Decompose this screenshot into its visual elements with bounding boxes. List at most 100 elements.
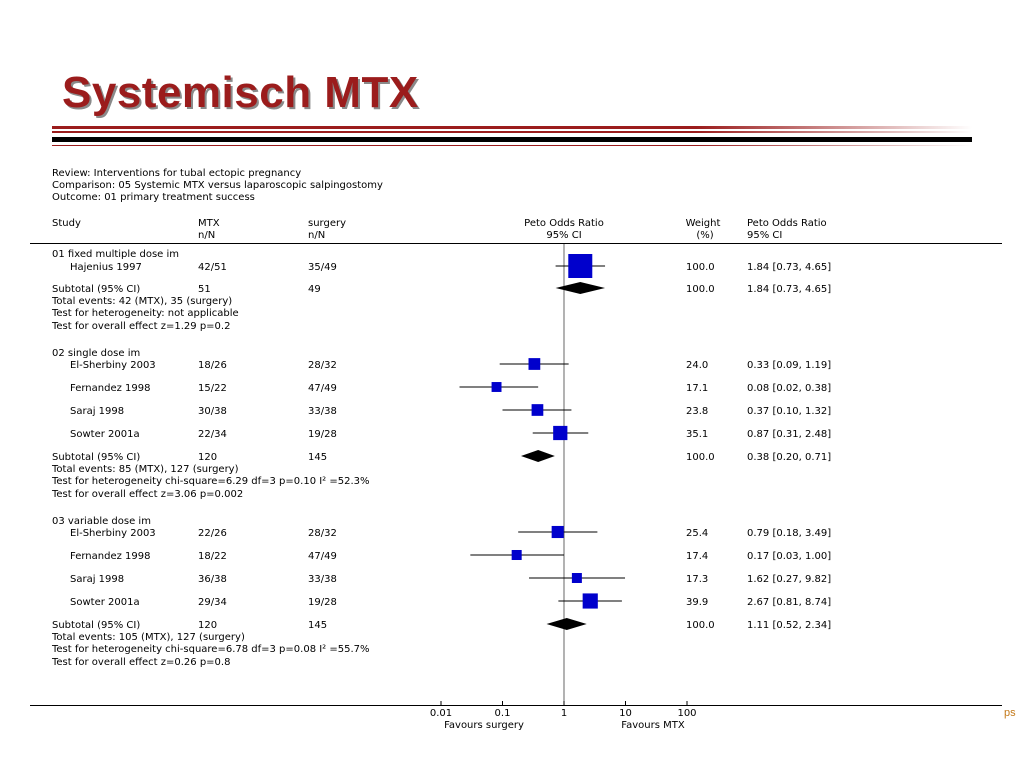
effect-square <box>571 573 582 583</box>
group-note: Test for overall effect z=0.26 p=0.8 <box>51 657 230 668</box>
group-note: Test for heterogeneity chi-square=6.29 d… <box>51 476 370 487</box>
study-ci: 0.37 [0.10, 1.32] <box>747 406 831 417</box>
study-surgery: 28/32 <box>308 360 337 371</box>
col-surgery: surgery <box>308 218 346 229</box>
axis-label-right: Favours MTX <box>621 720 685 731</box>
study-ci: 0.08 [0.02, 0.38] <box>747 383 831 394</box>
subtotal-ci: 1.11 [0.52, 2.34] <box>747 620 831 631</box>
axis-tick-label: 0.01 <box>430 708 452 719</box>
subtotal-diamond <box>521 450 555 462</box>
subtotal-diamond <box>546 618 587 630</box>
study-mtx: 30/38 <box>198 406 227 417</box>
header-comparison: Comparison: 05 Systemic MTX versus lapar… <box>52 180 383 191</box>
effect-square <box>551 525 564 539</box>
header-review: Review: Interventions for tubal ectopic … <box>52 168 301 179</box>
header-outcome: Outcome: 01 primary treatment success <box>52 192 255 203</box>
study-mtx: 29/34 <box>198 597 227 608</box>
subtotal-mtx: 120 <box>198 620 217 631</box>
study-mtx: 22/34 <box>198 429 227 440</box>
group-note: Total events: 105 (MTX), 127 (surgery) <box>51 632 245 643</box>
study-mtx: 18/26 <box>198 360 227 371</box>
group-title: 02 single dose im <box>52 348 140 359</box>
subtotal-label: Subtotal (95% CI) <box>52 452 140 463</box>
study-name: Fernandez 1998 <box>70 551 150 562</box>
subtotal-weight: 100.0 <box>686 284 715 295</box>
col-weight-pct: (%) <box>696 230 713 241</box>
study-weight: 35.1 <box>686 429 708 440</box>
study-weight: 100.0 <box>686 262 715 273</box>
subtotal-surgery: 145 <box>308 620 327 631</box>
study-weight: 17.3 <box>686 574 708 585</box>
study-name: Saraj 1998 <box>70 406 124 417</box>
study-weight: 17.4 <box>686 551 708 562</box>
subtotal-surgery: 49 <box>308 284 321 295</box>
study-mtx: 18/22 <box>198 551 227 562</box>
study-ci: 0.87 [0.31, 2.48] <box>747 429 831 440</box>
col-weight: Weight <box>686 218 721 229</box>
effect-square <box>531 404 544 416</box>
study-weight: 25.4 <box>686 528 708 539</box>
group-title: 03 variable dose im <box>52 516 151 527</box>
effect-square <box>568 254 593 278</box>
study-name: Saraj 1998 <box>70 574 124 585</box>
subtotal-ci: 1.84 [0.73, 4.65] <box>747 284 831 295</box>
study-ci: 0.17 [0.03, 1.00] <box>747 551 831 562</box>
effect-square <box>553 425 568 441</box>
study-mtx: 22/26 <box>198 528 227 539</box>
study-ci: 0.33 [0.09, 1.19] <box>747 360 831 371</box>
col-orci: Peto Odds Ratio <box>747 218 827 229</box>
study-weight: 39.9 <box>686 597 708 608</box>
subtotal-surgery: 145 <box>308 452 327 463</box>
study-surgery: 47/49 <box>308 551 337 562</box>
study-surgery: 19/28 <box>308 597 337 608</box>
effect-square <box>582 593 598 609</box>
study-mtx: 15/22 <box>198 383 227 394</box>
study-surgery: 33/38 <box>308 574 337 585</box>
study-ci: 1.62 [0.27, 9.82] <box>747 574 831 585</box>
study-mtx: 36/38 <box>198 574 227 585</box>
group-note: Test for heterogeneity: not applicable <box>51 308 239 319</box>
axis-tick-label: 10 <box>619 708 632 719</box>
col-orci-ci: 95% CI <box>747 230 782 241</box>
group-title: 01 fixed multiple dose im <box>52 249 179 260</box>
axis-tick-label: 100 <box>677 708 696 719</box>
axis-label-left: Favours surgery <box>444 720 524 731</box>
study-weight: 17.1 <box>686 383 708 394</box>
group-note: Test for overall effect z=3.06 p=0.002 <box>51 489 243 500</box>
study-name: El-Sherbiny 2003 <box>70 528 156 539</box>
study-surgery: 19/28 <box>308 429 337 440</box>
col-or: Peto Odds Ratio <box>524 218 604 229</box>
subtotal-ci: 0.38 [0.20, 0.71] <box>747 452 831 463</box>
title-rule-4 <box>52 145 972 146</box>
group-note: Test for overall effect z=1.29 p=0.2 <box>51 321 230 332</box>
study-name: El-Sherbiny 2003 <box>70 360 156 371</box>
col-mtx-nn: n/N <box>198 230 215 241</box>
study-name: Sowter 2001a <box>70 429 140 440</box>
col-study: Study <box>52 218 81 229</box>
subtotal-label: Subtotal (95% CI) <box>52 620 140 631</box>
study-surgery: 35/49 <box>308 262 337 273</box>
study-ci: 1.84 [0.73, 4.65] <box>747 262 831 273</box>
study-ci: 2.67 [0.81, 8.74] <box>747 597 831 608</box>
study-surgery: 47/49 <box>308 383 337 394</box>
subtotal-diamond <box>555 282 606 294</box>
col-or-ci: 95% CI <box>546 230 581 241</box>
effect-square <box>511 549 522 561</box>
study-weight: 23.8 <box>686 406 708 417</box>
group-note: Test for heterogeneity chi-square=6.78 d… <box>51 644 370 655</box>
title-rule-1 <box>52 126 972 129</box>
study-name: Hajenius 1997 <box>70 262 142 273</box>
study-weight: 24.0 <box>686 360 708 371</box>
study-surgery: 28/32 <box>308 528 337 539</box>
col-mtx: MTX <box>198 218 220 229</box>
axis-tick-label: 1 <box>561 708 567 719</box>
study-surgery: 33/38 <box>308 406 337 417</box>
subtotal-weight: 100.0 <box>686 620 715 631</box>
title-rule-3 <box>52 137 972 142</box>
subtotal-mtx: 51 <box>198 284 211 295</box>
corner-label: ps <box>1004 707 1016 719</box>
study-ci: 0.79 [0.18, 3.49] <box>747 528 831 539</box>
slide-title: Systemisch MTX <box>62 68 419 117</box>
effect-square <box>528 358 541 370</box>
